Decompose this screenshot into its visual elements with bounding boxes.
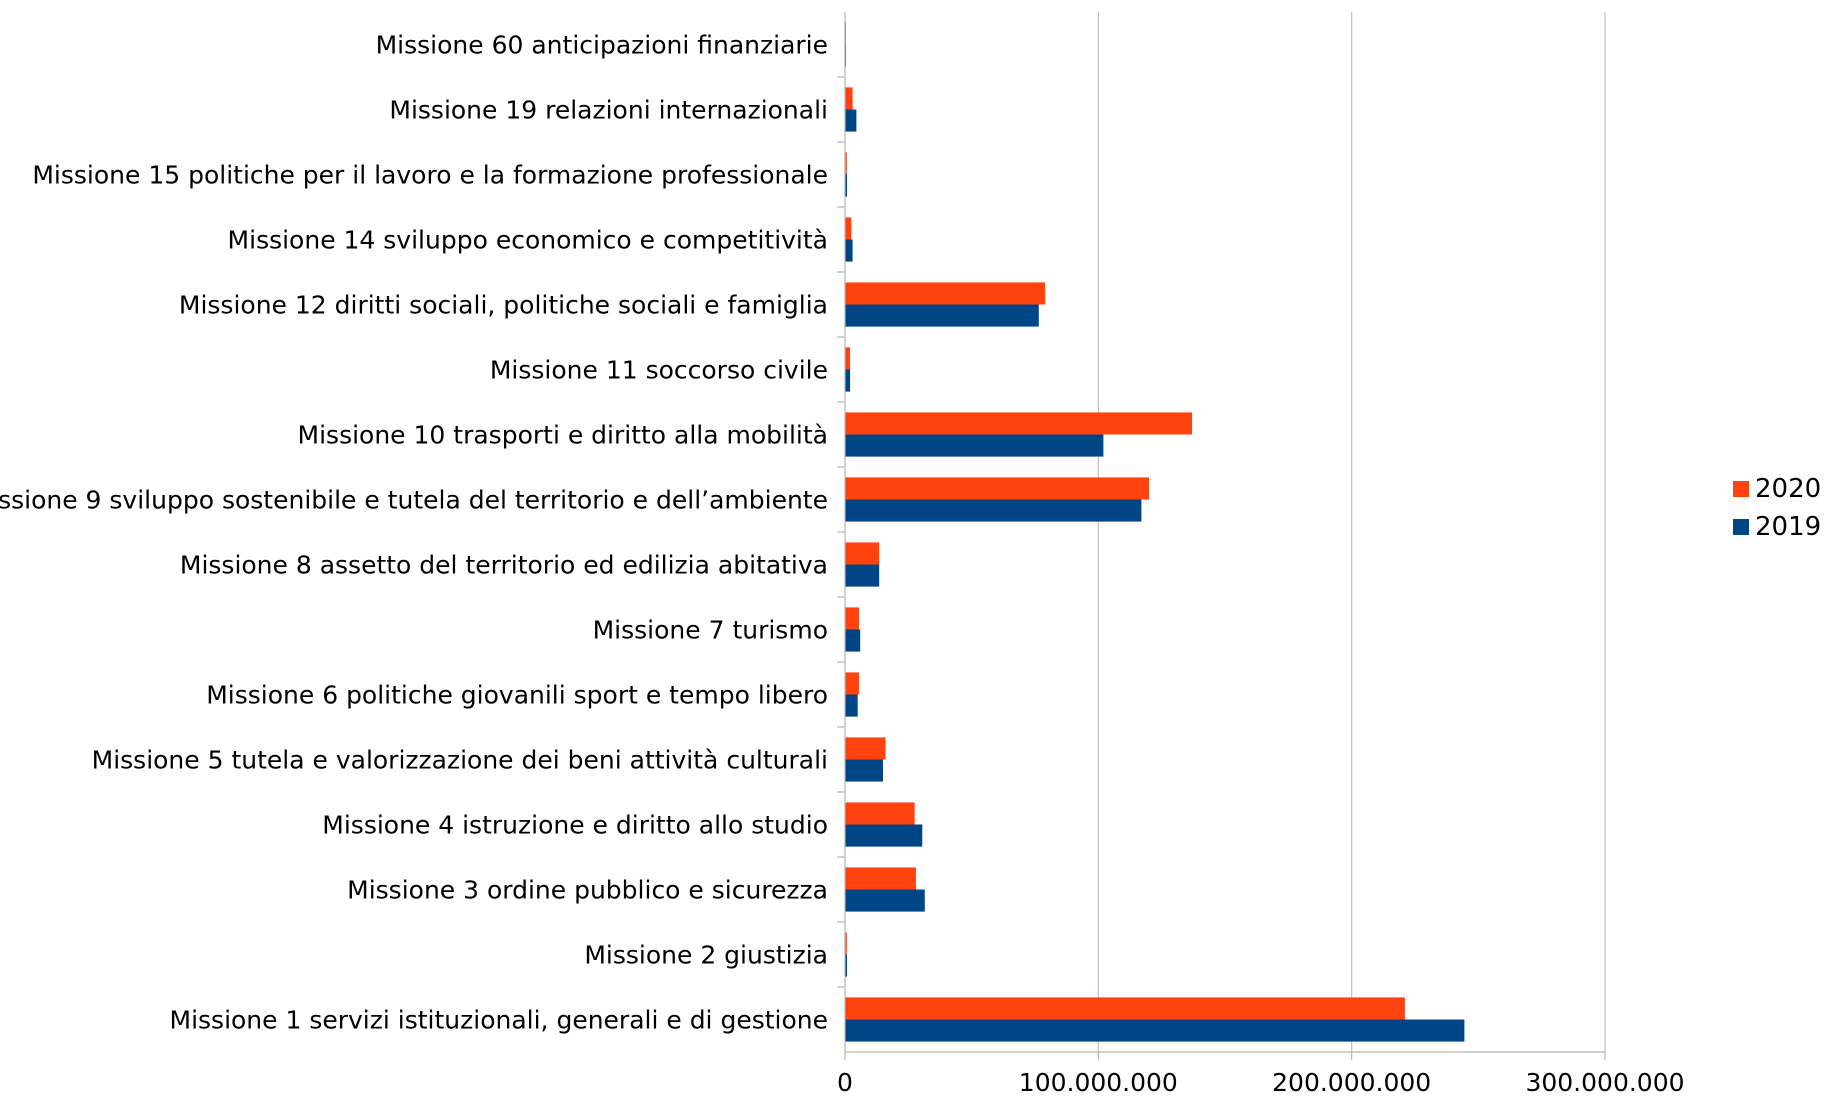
bar-2020 [845, 152, 847, 175]
bar-2020 [845, 672, 859, 695]
category-label: Missione 10 trasporti e diritto alla mob… [298, 421, 828, 450]
category-label: Missione 6 politiche giovanili sport e t… [206, 681, 828, 710]
bar-2019 [845, 564, 880, 587]
bar-2020 [845, 542, 880, 565]
legend-swatch-2019 [1733, 519, 1749, 535]
category-label: Missione 7 turismo [593, 616, 828, 645]
bar-2019 [845, 759, 883, 782]
bar-2020 [845, 607, 859, 630]
x-tick-label: 200.000.000 [1272, 1068, 1431, 1097]
category-label: Missione 11 soccorso civile [490, 356, 828, 385]
category-label: Missione 19 relazioni internazionali [389, 96, 828, 125]
bar-2019 [845, 954, 848, 977]
legend-label-2020: 2020 [1755, 474, 1822, 504]
bar-2019 [845, 499, 1142, 522]
bar-2019 [845, 369, 851, 392]
bar-2020 [845, 867, 916, 890]
legend-item-2019: 2019 [1733, 508, 1821, 546]
bar-2020 [845, 87, 853, 110]
bar-2020 [845, 282, 1046, 305]
legend-label-2019: 2019 [1755, 512, 1822, 542]
axes [837, 12, 1606, 1060]
bar-2020 [845, 347, 851, 370]
category-label: Missione 8 assetto del territorio ed edi… [180, 551, 828, 580]
category-label: Missione 4 istruzione e diritto allo stu… [322, 811, 828, 840]
category-label: Missione 5 tutela e valorizzazione dei b… [92, 746, 828, 775]
bar-2020 [845, 737, 886, 760]
bar-2019 [845, 304, 1039, 327]
x-tick-label: 0 [837, 1068, 853, 1097]
category-label: Missione 12 diritti sociali, politiche s… [179, 291, 828, 320]
bar-2020 [845, 477, 1149, 500]
bar-2020 [845, 932, 847, 955]
x-tick-label: 100.000.000 [1019, 1068, 1178, 1097]
category-label: Missione 1 servizi istituzionali, genera… [170, 1006, 829, 1035]
legend-swatch-2020 [1733, 481, 1749, 497]
category-labels: Missione 60 anticipazioni finanziarie Mis… [0, 31, 828, 1035]
bar-2020 [845, 802, 915, 825]
bar-2019 [845, 889, 925, 912]
category-label: Missione 60 anticipazioni finanziarie [376, 31, 828, 60]
legend-item-2020: 2020 [1733, 470, 1821, 508]
category-label: Missione 9 sviluppo sostenibile e tutela… [0, 486, 828, 515]
x-tick-label: 300.000.000 [1525, 1068, 1684, 1097]
bar-2019 [845, 694, 858, 717]
gridlines [1097, 12, 1606, 1052]
bar-2020 [845, 997, 1405, 1020]
bar-2020 [845, 217, 852, 240]
bar-2019 [845, 1019, 1465, 1042]
category-label: Missione 2 giustizia [584, 941, 828, 970]
legend: 2020 2019 [1733, 470, 1821, 546]
bar-2019 [845, 629, 861, 652]
category-label: Missione 14 sviluppo economico e competi… [228, 226, 828, 255]
x-tick-labels: 0 100.000.000 200.000.000 300.000.000 [837, 1068, 1684, 1097]
bars [845, 22, 1465, 1042]
bar-2019 [845, 239, 853, 262]
bar-2020 [845, 412, 1193, 435]
bar-2019 [845, 109, 857, 132]
bar-2019 [845, 824, 923, 847]
category-label: Missione 15 politiche per il lavoro e la… [32, 161, 828, 190]
category-label: Missione 3 ordine pubblico e sicurezza [347, 876, 828, 905]
bar-2019 [845, 434, 1104, 457]
bar-2019 [845, 174, 848, 197]
